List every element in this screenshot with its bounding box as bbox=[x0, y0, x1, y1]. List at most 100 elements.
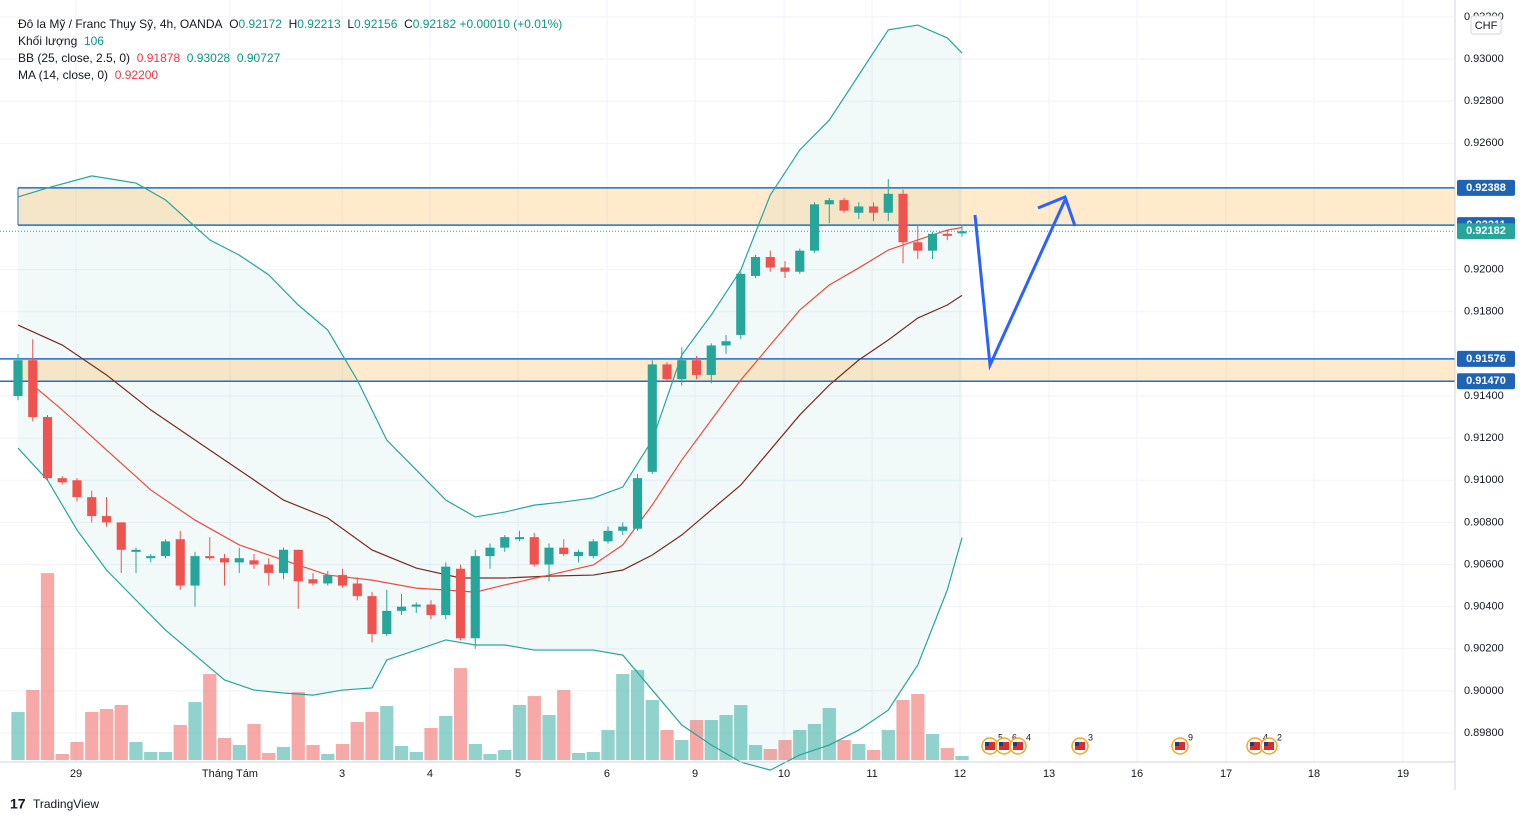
price-label: 0.92388 bbox=[1466, 182, 1506, 194]
symbol: Đô la Mỹ / Franc Thụy Sỹ, 4h, OANDA bbox=[18, 17, 223, 31]
volume-bar bbox=[217, 738, 232, 760]
x-tick-label: 3 bbox=[339, 768, 345, 780]
candle-body bbox=[131, 549, 141, 552]
volume-bar bbox=[822, 708, 836, 760]
brand: TradingView bbox=[33, 797, 99, 811]
x-tick-label: 5 bbox=[515, 768, 521, 780]
zone bbox=[17, 358, 1456, 382]
bb-lower: 0.90727 bbox=[236, 51, 281, 65]
candle-body bbox=[411, 604, 421, 607]
volume-bar bbox=[719, 715, 733, 760]
y-tick-label: 0.91800 bbox=[1464, 306, 1504, 318]
x-tick-label: 10 bbox=[778, 768, 790, 780]
volume-bar bbox=[350, 722, 364, 760]
volume-bar bbox=[468, 744, 482, 760]
price-label-box bbox=[1457, 179, 1515, 196]
x-tick-label: 18 bbox=[1308, 768, 1320, 780]
last-price-box bbox=[1457, 223, 1515, 240]
volume-bar bbox=[232, 744, 246, 760]
volume-bar bbox=[483, 754, 497, 760]
volume-bar bbox=[925, 734, 940, 760]
volume-bar bbox=[601, 730, 615, 760]
volume-bar bbox=[675, 740, 689, 760]
event-flag bbox=[1075, 742, 1085, 750]
indicator-line bbox=[17, 447, 963, 771]
y-tick-label: 0.90400 bbox=[1464, 601, 1504, 613]
volume-bar bbox=[203, 674, 217, 760]
y-tick-label: 0.92000 bbox=[1464, 264, 1504, 276]
candle-body bbox=[308, 579, 318, 584]
indicator-line bbox=[17, 24, 963, 518]
candle-body bbox=[721, 341, 731, 346]
candle-body bbox=[190, 556, 200, 586]
volume-bar bbox=[852, 744, 866, 760]
candle-body bbox=[278, 549, 289, 573]
event-flag bbox=[999, 742, 1009, 750]
legend-line: MA (14, close, 0) 0.92200 bbox=[18, 67, 562, 84]
candle-body bbox=[573, 551, 584, 557]
volume-bar bbox=[866, 750, 881, 760]
x-tick-label: 19 bbox=[1397, 768, 1409, 780]
volume-bar bbox=[557, 690, 571, 760]
y-tick-label: 0.92800 bbox=[1464, 95, 1504, 107]
event-flag-canton bbox=[1013, 742, 1017, 746]
volume-bar bbox=[955, 756, 969, 760]
candle-body bbox=[455, 568, 466, 639]
candle-body bbox=[72, 480, 82, 498]
volume-bar bbox=[424, 728, 438, 760]
volume-bar bbox=[70, 742, 84, 760]
event-count: 6 bbox=[1012, 732, 1017, 742]
volume-bar bbox=[262, 752, 276, 760]
change: +0.00010 (+0.01%) bbox=[459, 17, 563, 31]
candle-body bbox=[632, 478, 643, 529]
candle-body bbox=[426, 604, 436, 616]
x-tick-label: Tháng Tám bbox=[202, 768, 258, 780]
volume-bar bbox=[940, 748, 954, 760]
volume-bar bbox=[55, 754, 69, 760]
candle-body bbox=[544, 547, 554, 565]
volume-bar bbox=[114, 705, 128, 760]
bb-label: BB (25, close, 2.5, 0) bbox=[18, 51, 131, 65]
y-tick-label: 0.89800 bbox=[1464, 727, 1504, 739]
ma-label: MA (14, close, 0) bbox=[18, 68, 109, 82]
candle-body bbox=[588, 541, 598, 557]
event-flag-canton bbox=[985, 742, 989, 746]
candle-body bbox=[795, 250, 805, 272]
candle-body bbox=[175, 539, 185, 586]
x-tick-label: 13 bbox=[1043, 768, 1055, 780]
candle-body bbox=[205, 556, 215, 559]
event-count: 4 bbox=[1026, 732, 1031, 742]
volume-bar bbox=[439, 716, 453, 760]
event-flag bbox=[1264, 742, 1274, 750]
candle-body bbox=[293, 549, 303, 582]
volume-bar bbox=[542, 715, 556, 760]
candle-body bbox=[780, 267, 790, 272]
legend: Đô la Mỹ / Franc Thụy Sỹ, 4h, OANDA O0.9… bbox=[18, 16, 562, 84]
event-flag-canton bbox=[1175, 742, 1179, 746]
price-label-box bbox=[1457, 373, 1515, 390]
x-tick-label: 9 bbox=[692, 768, 698, 780]
legend-line: BB (25, close, 2.5, 0) 0.91878 0.93028 0… bbox=[18, 50, 562, 67]
indicator-line bbox=[17, 294, 963, 579]
volume-bar bbox=[616, 674, 630, 760]
x-tick-label: 11 bbox=[866, 768, 877, 780]
volume-bar bbox=[380, 706, 394, 760]
l-value: 0.92156 bbox=[354, 17, 398, 31]
candle-body bbox=[382, 610, 392, 635]
volume-bar bbox=[453, 668, 468, 760]
volume-bar bbox=[409, 752, 423, 760]
price-label: 0.91470 bbox=[1466, 375, 1506, 387]
volume-bar bbox=[158, 752, 173, 760]
y-tick-label: 0.90600 bbox=[1464, 558, 1504, 570]
volume-bar bbox=[911, 694, 925, 760]
volume-bar bbox=[365, 712, 379, 760]
candle-body bbox=[559, 547, 569, 554]
candle-body bbox=[264, 564, 274, 573]
bb-upper: 0.93028 bbox=[186, 51, 231, 65]
y-tick-label: 0.90800 bbox=[1464, 516, 1504, 528]
price-label-box bbox=[1457, 350, 1515, 367]
currency-box bbox=[1470, 15, 1502, 35]
event-flag bbox=[1250, 742, 1260, 750]
y-tick-label: 0.90000 bbox=[1464, 685, 1504, 697]
